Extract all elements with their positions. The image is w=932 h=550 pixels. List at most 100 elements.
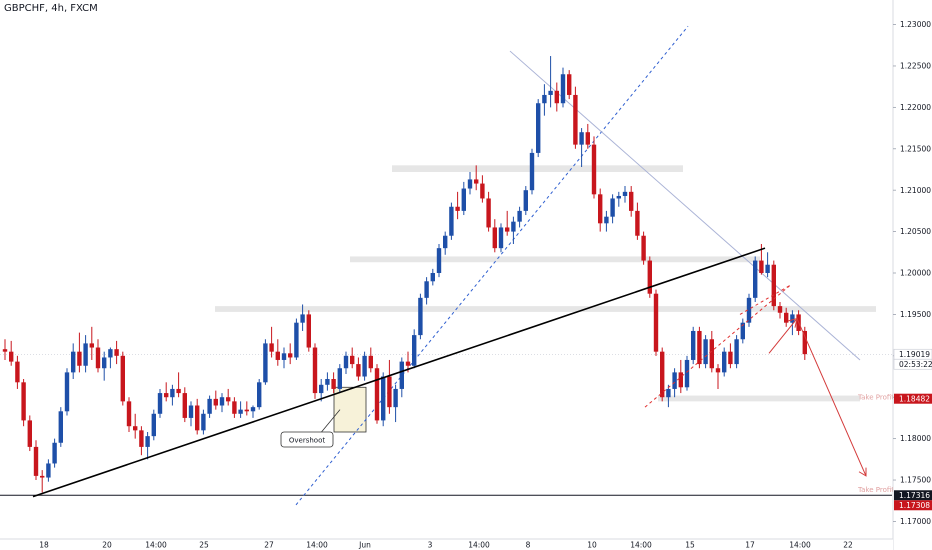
candle-body <box>529 152 535 191</box>
dotted-blue-trendline <box>295 25 689 506</box>
candle-body <box>114 349 119 356</box>
candle-body <box>579 132 584 145</box>
time-tick-label: 3 <box>428 541 433 550</box>
candle-body <box>449 206 454 236</box>
time-tick-label: 15 <box>685 541 695 550</box>
candle-body <box>753 260 758 298</box>
candle-body <box>715 368 721 373</box>
candle-body <box>418 297 423 336</box>
candle-body <box>567 74 572 95</box>
price-axis-bg <box>893 0 932 550</box>
candle-body <box>467 179 473 189</box>
candle-body <box>492 227 497 249</box>
candle-body <box>164 393 169 398</box>
candle-body <box>275 351 280 360</box>
candle-body <box>629 191 634 211</box>
candle-body <box>151 413 156 437</box>
price-tag-bg <box>894 393 932 404</box>
candle-body <box>436 248 442 273</box>
candle-body <box>511 221 516 232</box>
candle-body <box>498 227 504 249</box>
candle-body <box>678 372 683 388</box>
candle-body <box>691 330 696 360</box>
overshoot-label-box <box>280 431 334 448</box>
main-trendline <box>32 247 766 498</box>
candle-body <box>195 405 200 431</box>
candle-body <box>771 264 776 307</box>
candle-body <box>9 351 14 362</box>
candle-body <box>455 206 460 211</box>
price-tag-label: 1.17308 <box>899 501 930 510</box>
candle-body <box>430 273 435 282</box>
candle-body <box>120 355 125 402</box>
price-tick-label: 1.19500 <box>900 310 931 319</box>
candle-body <box>591 144 597 195</box>
candle-body <box>306 314 311 348</box>
candle-body <box>542 94 547 104</box>
zone <box>215 306 876 312</box>
drawings-front: Overshoot Take Profit Take Profit <box>32 247 894 498</box>
price-tick-label: 1.20500 <box>900 227 931 236</box>
candle-body <box>312 347 318 394</box>
candle-body <box>170 388 175 398</box>
candle-body <box>343 355 349 369</box>
candle-body <box>368 355 373 369</box>
time-tick-label: 10 <box>587 541 597 550</box>
candle-body <box>666 388 671 398</box>
time-tick-label: 17 <box>745 541 755 550</box>
candle-body <box>201 413 206 431</box>
candle-body <box>684 359 690 388</box>
candle-body <box>635 210 640 236</box>
candle-body <box>734 339 739 365</box>
candle-body <box>294 322 299 358</box>
candle-body <box>802 330 807 355</box>
time-tick-label: 8 <box>526 541 531 550</box>
candle-body <box>133 426 138 431</box>
candle-body <box>653 293 659 352</box>
time-axis-bg <box>0 539 893 550</box>
candle-body <box>108 349 113 358</box>
zone <box>392 165 683 172</box>
support-resistance-zones <box>215 165 876 402</box>
price-tick-label: 1.20000 <box>900 269 931 278</box>
candle-body <box>337 368 342 389</box>
candle-body <box>548 90 553 95</box>
candle-body <box>387 376 392 408</box>
candle-body <box>213 398 218 406</box>
candle-body <box>641 235 646 261</box>
candle-body <box>443 235 448 249</box>
overshoot-box <box>333 386 367 433</box>
candle-body <box>257 382 262 408</box>
price-tag-label: 1.17316 <box>899 491 930 500</box>
candle-body <box>46 463 51 478</box>
candle-body <box>27 420 32 447</box>
candle-body <box>424 281 429 298</box>
candle-body <box>604 216 609 224</box>
candle-body <box>263 343 268 383</box>
candle-body <box>610 198 615 217</box>
candle-body <box>102 357 107 369</box>
candle-body <box>728 351 733 365</box>
zone <box>350 256 760 263</box>
candle-body <box>474 179 479 184</box>
time-axis: 18 20 14:00 25 27 14:00 Jun 3 14:00 8 10 14:00 15 17 1… <box>0 538 893 550</box>
candle-body <box>21 382 26 421</box>
candle-body <box>325 379 330 385</box>
candle-body <box>71 351 76 373</box>
candle-body <box>765 264 770 273</box>
price-tick-label: 1.18000 <box>900 434 931 443</box>
candle-body <box>703 339 708 365</box>
price-tick-label: 1.17000 <box>900 517 931 526</box>
candle-body <box>660 351 665 398</box>
candle-body <box>219 397 225 406</box>
candle-body <box>672 372 677 389</box>
candle-body <box>238 409 243 414</box>
candle-body <box>461 188 466 211</box>
candle-body <box>176 388 181 394</box>
candle-body <box>523 190 528 211</box>
take-profit-label-2: Take Profit <box>857 486 894 494</box>
chart-title: GBPCHF, 4h, FXCM <box>4 3 98 14</box>
price-tick-label: 1.23000 <box>900 20 931 29</box>
price-tick-label: 1.21000 <box>900 186 931 195</box>
